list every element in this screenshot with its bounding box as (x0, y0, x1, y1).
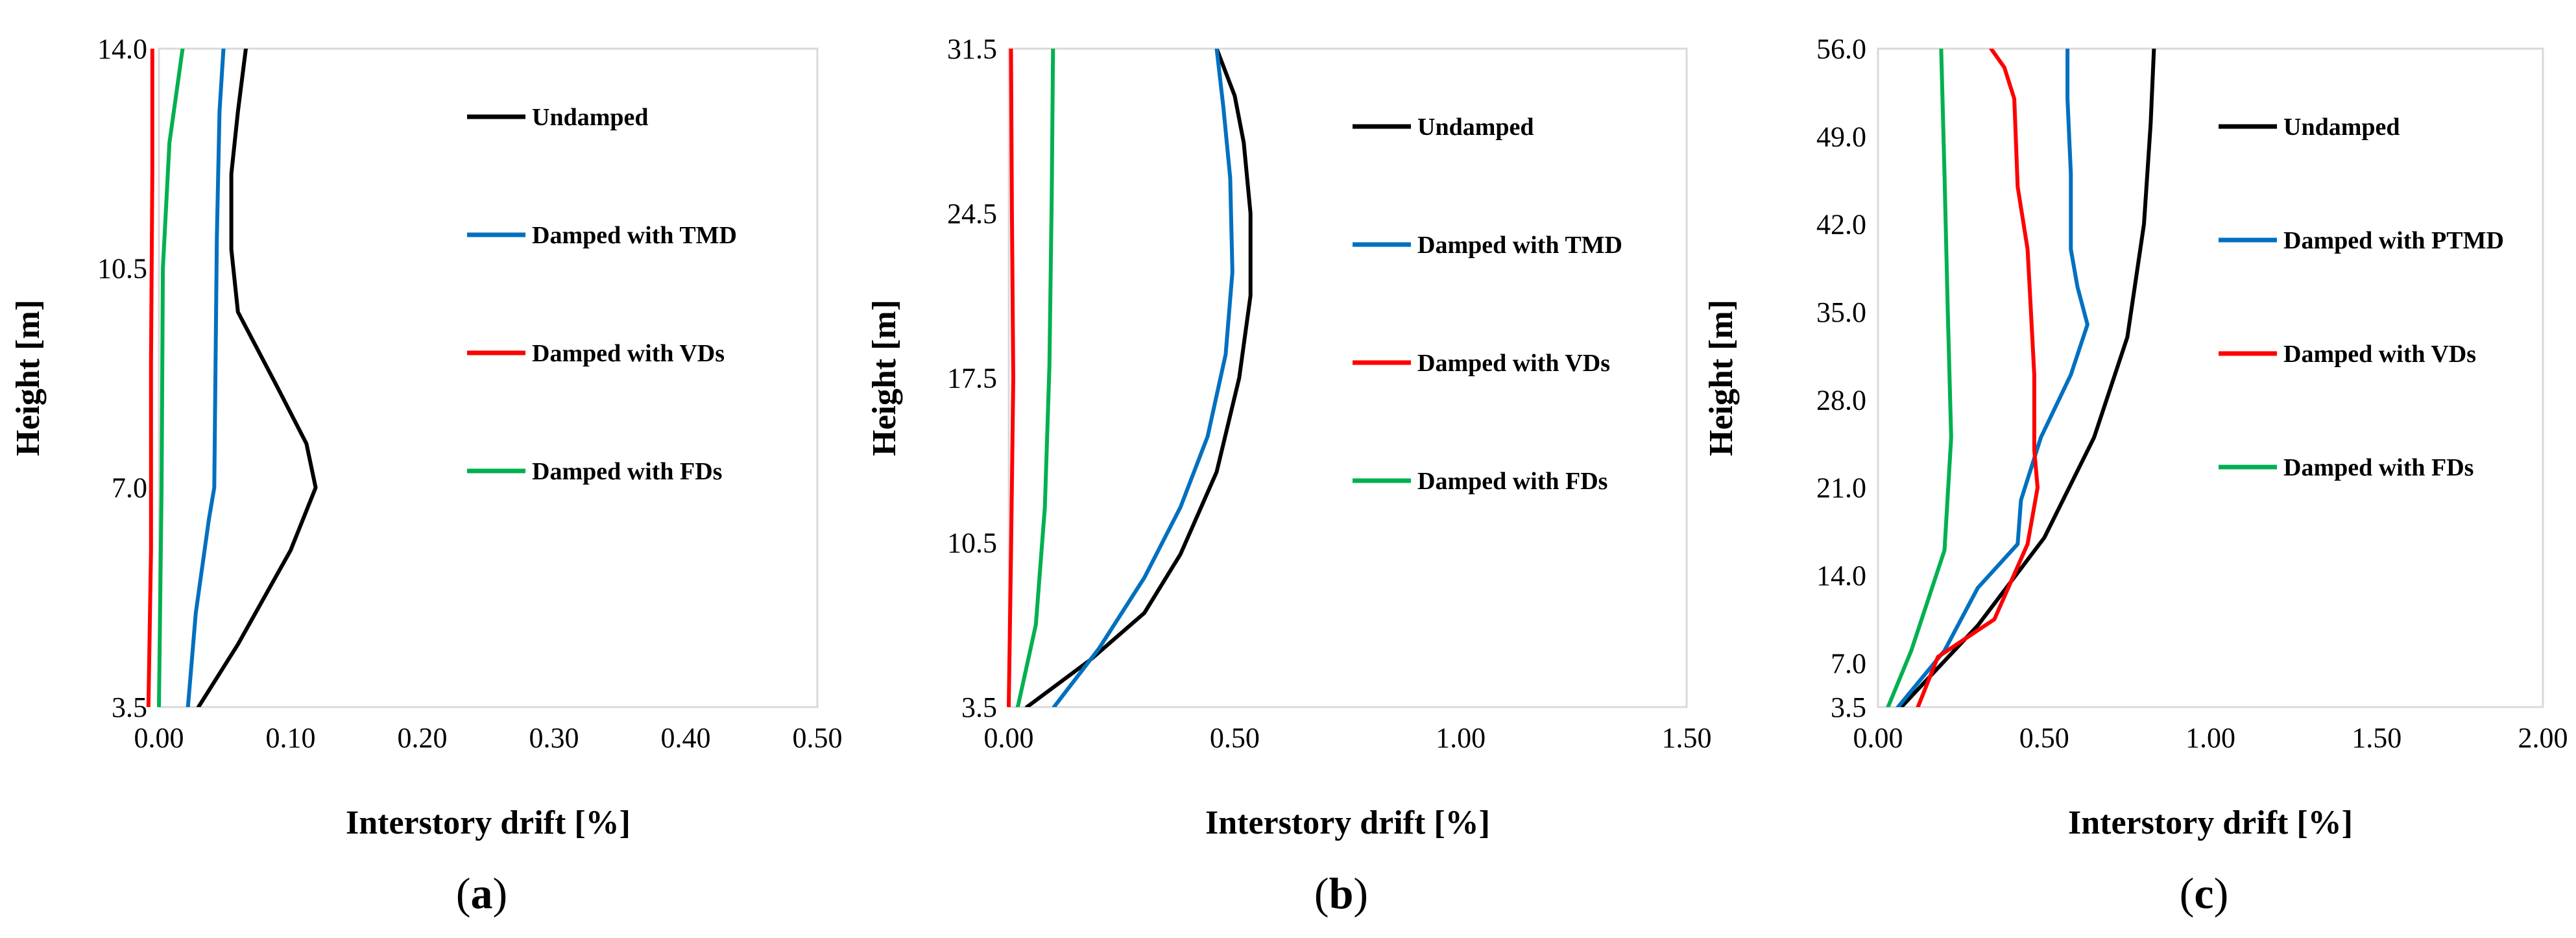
x-tick-label: 0.10 (266, 722, 316, 754)
legend-label: Damped with VDs (1417, 350, 1610, 377)
plot-area-frame (1877, 47, 2544, 708)
x-tick-label: 0.00 (984, 722, 1034, 754)
series-line-damped-with-vds (146, 49, 154, 707)
legend: Undamped Damped with TMD Damped with VDs Da… (1353, 114, 1622, 495)
panel-letter: c (2194, 869, 2213, 918)
legend-label: Undamped (1417, 114, 1534, 141)
series-line-undamped (1024, 49, 1253, 707)
series-line-undamped (1899, 49, 2156, 707)
y-tick-label: 56.0 (1816, 33, 1866, 65)
legend-label: Damped with FDs (2283, 454, 2474, 481)
y-tick-label: 3.5 (1831, 691, 1866, 723)
panel-label: (b) (1314, 869, 1368, 918)
panel-letter: a (471, 869, 493, 918)
chart-panel-c: 0.00 0.50 1.00 1.50 2.00 3.5 7.0 14.0 21.0 28.0 35… (1703, 33, 2568, 918)
y-axis-title: Height [m] (1703, 300, 1740, 456)
y-tick-label: 35.0 (1816, 296, 1866, 328)
x-tick-label: 1.50 (1662, 722, 1712, 754)
panel-label: (c) (2180, 869, 2229, 918)
legend: Undamped Damped with TMD Damped with VDs Da… (467, 104, 737, 485)
y-tick-label: 10.5 (947, 527, 997, 559)
x-tick-label: 0.00 (134, 722, 184, 754)
x-axis-title: Interstory drift [%] (346, 804, 631, 841)
x-tick-label: 2.00 (2518, 722, 2568, 754)
legend-label: Damped with TMD (532, 222, 737, 249)
legend-label: Damped with FDs (532, 458, 722, 485)
chart-panel-a: 0.00 0.10 0.20 0.30 0.40 0.50 3.5 7.0 10.5 14.0 Un… (10, 33, 843, 918)
y-tick-label: 17.5 (947, 363, 997, 394)
legend-label: Undamped (532, 104, 649, 131)
legend-label: Damped with TMD (1417, 232, 1622, 259)
legend-label: Damped with VDs (532, 340, 725, 367)
x-tick-label: 0.50 (1210, 722, 1260, 754)
y-tick-label: 31.5 (947, 33, 997, 65)
y-tick-label: 14.0 (1816, 560, 1866, 592)
y-tick-label: 28.0 (1816, 384, 1866, 416)
panel-label: (a) (456, 869, 507, 918)
y-axis-title: Height [m] (10, 300, 47, 456)
series-line-damped-with-fds (1886, 49, 1953, 707)
x-tick-label: 0.40 (661, 722, 711, 754)
x-axis-title: Interstory drift [%] (1205, 804, 1490, 841)
series-line-damped-with-ptmd (1896, 49, 2089, 707)
y-tick-label: 3.5 (961, 691, 997, 723)
legend-label: Damped with PTMD (2283, 227, 2504, 254)
series-line-undamped (196, 49, 318, 707)
x-tick-label: 0.20 (398, 722, 448, 754)
series-line-damped-with-fds (1015, 49, 1055, 707)
y-tick-label: 24.5 (947, 198, 997, 230)
legend-label: Undamped (2283, 114, 2400, 141)
y-tick-label: 7.0 (112, 472, 147, 504)
legend-label: Damped with VDs (2283, 341, 2476, 368)
series-line-damped-with-tmd (186, 49, 226, 707)
y-tick-label: 21.0 (1816, 472, 1866, 504)
series-line-damped-with-tmd (1052, 49, 1234, 707)
legend-label: Damped with FDs (1417, 468, 1607, 495)
x-tick-label: 1.00 (1436, 722, 1486, 754)
x-tick-label: 0.00 (1853, 722, 1903, 754)
x-tick-label: 1.00 (2185, 722, 2235, 754)
x-tick-label: 0.50 (2019, 722, 2069, 754)
y-tick-label: 10.5 (97, 252, 147, 284)
series-line-damped-with-vds (1916, 49, 2040, 707)
series-line-damped-with-vds (1007, 49, 1015, 707)
legend: Undamped Damped with PTMD Damped with VDs D… (2219, 114, 2504, 481)
y-axis-title: Height [m] (866, 300, 903, 456)
plot-area-frame (1007, 47, 1688, 708)
y-tick-label: 7.0 (1831, 647, 1866, 679)
series-line-damped-with-fds (157, 49, 185, 707)
y-tick-label: 42.0 (1816, 209, 1866, 241)
chart-panel-b: 0.00 0.50 1.00 1.50 3.5 10.5 17.5 24.5 31.5 Undam… (866, 33, 1712, 918)
y-tick-label: 49.0 (1816, 121, 1866, 152)
x-tick-label: 1.50 (2352, 722, 2401, 754)
x-tick-label: 0.30 (529, 722, 579, 754)
panel-letter: b (1329, 869, 1354, 918)
x-tick-label: 0.50 (793, 722, 843, 754)
plot-area-frame (158, 47, 819, 708)
y-tick-label: 14.0 (97, 33, 147, 65)
y-tick-label: 3.5 (112, 691, 147, 723)
x-axis-title: Interstory drift [%] (2068, 804, 2353, 841)
